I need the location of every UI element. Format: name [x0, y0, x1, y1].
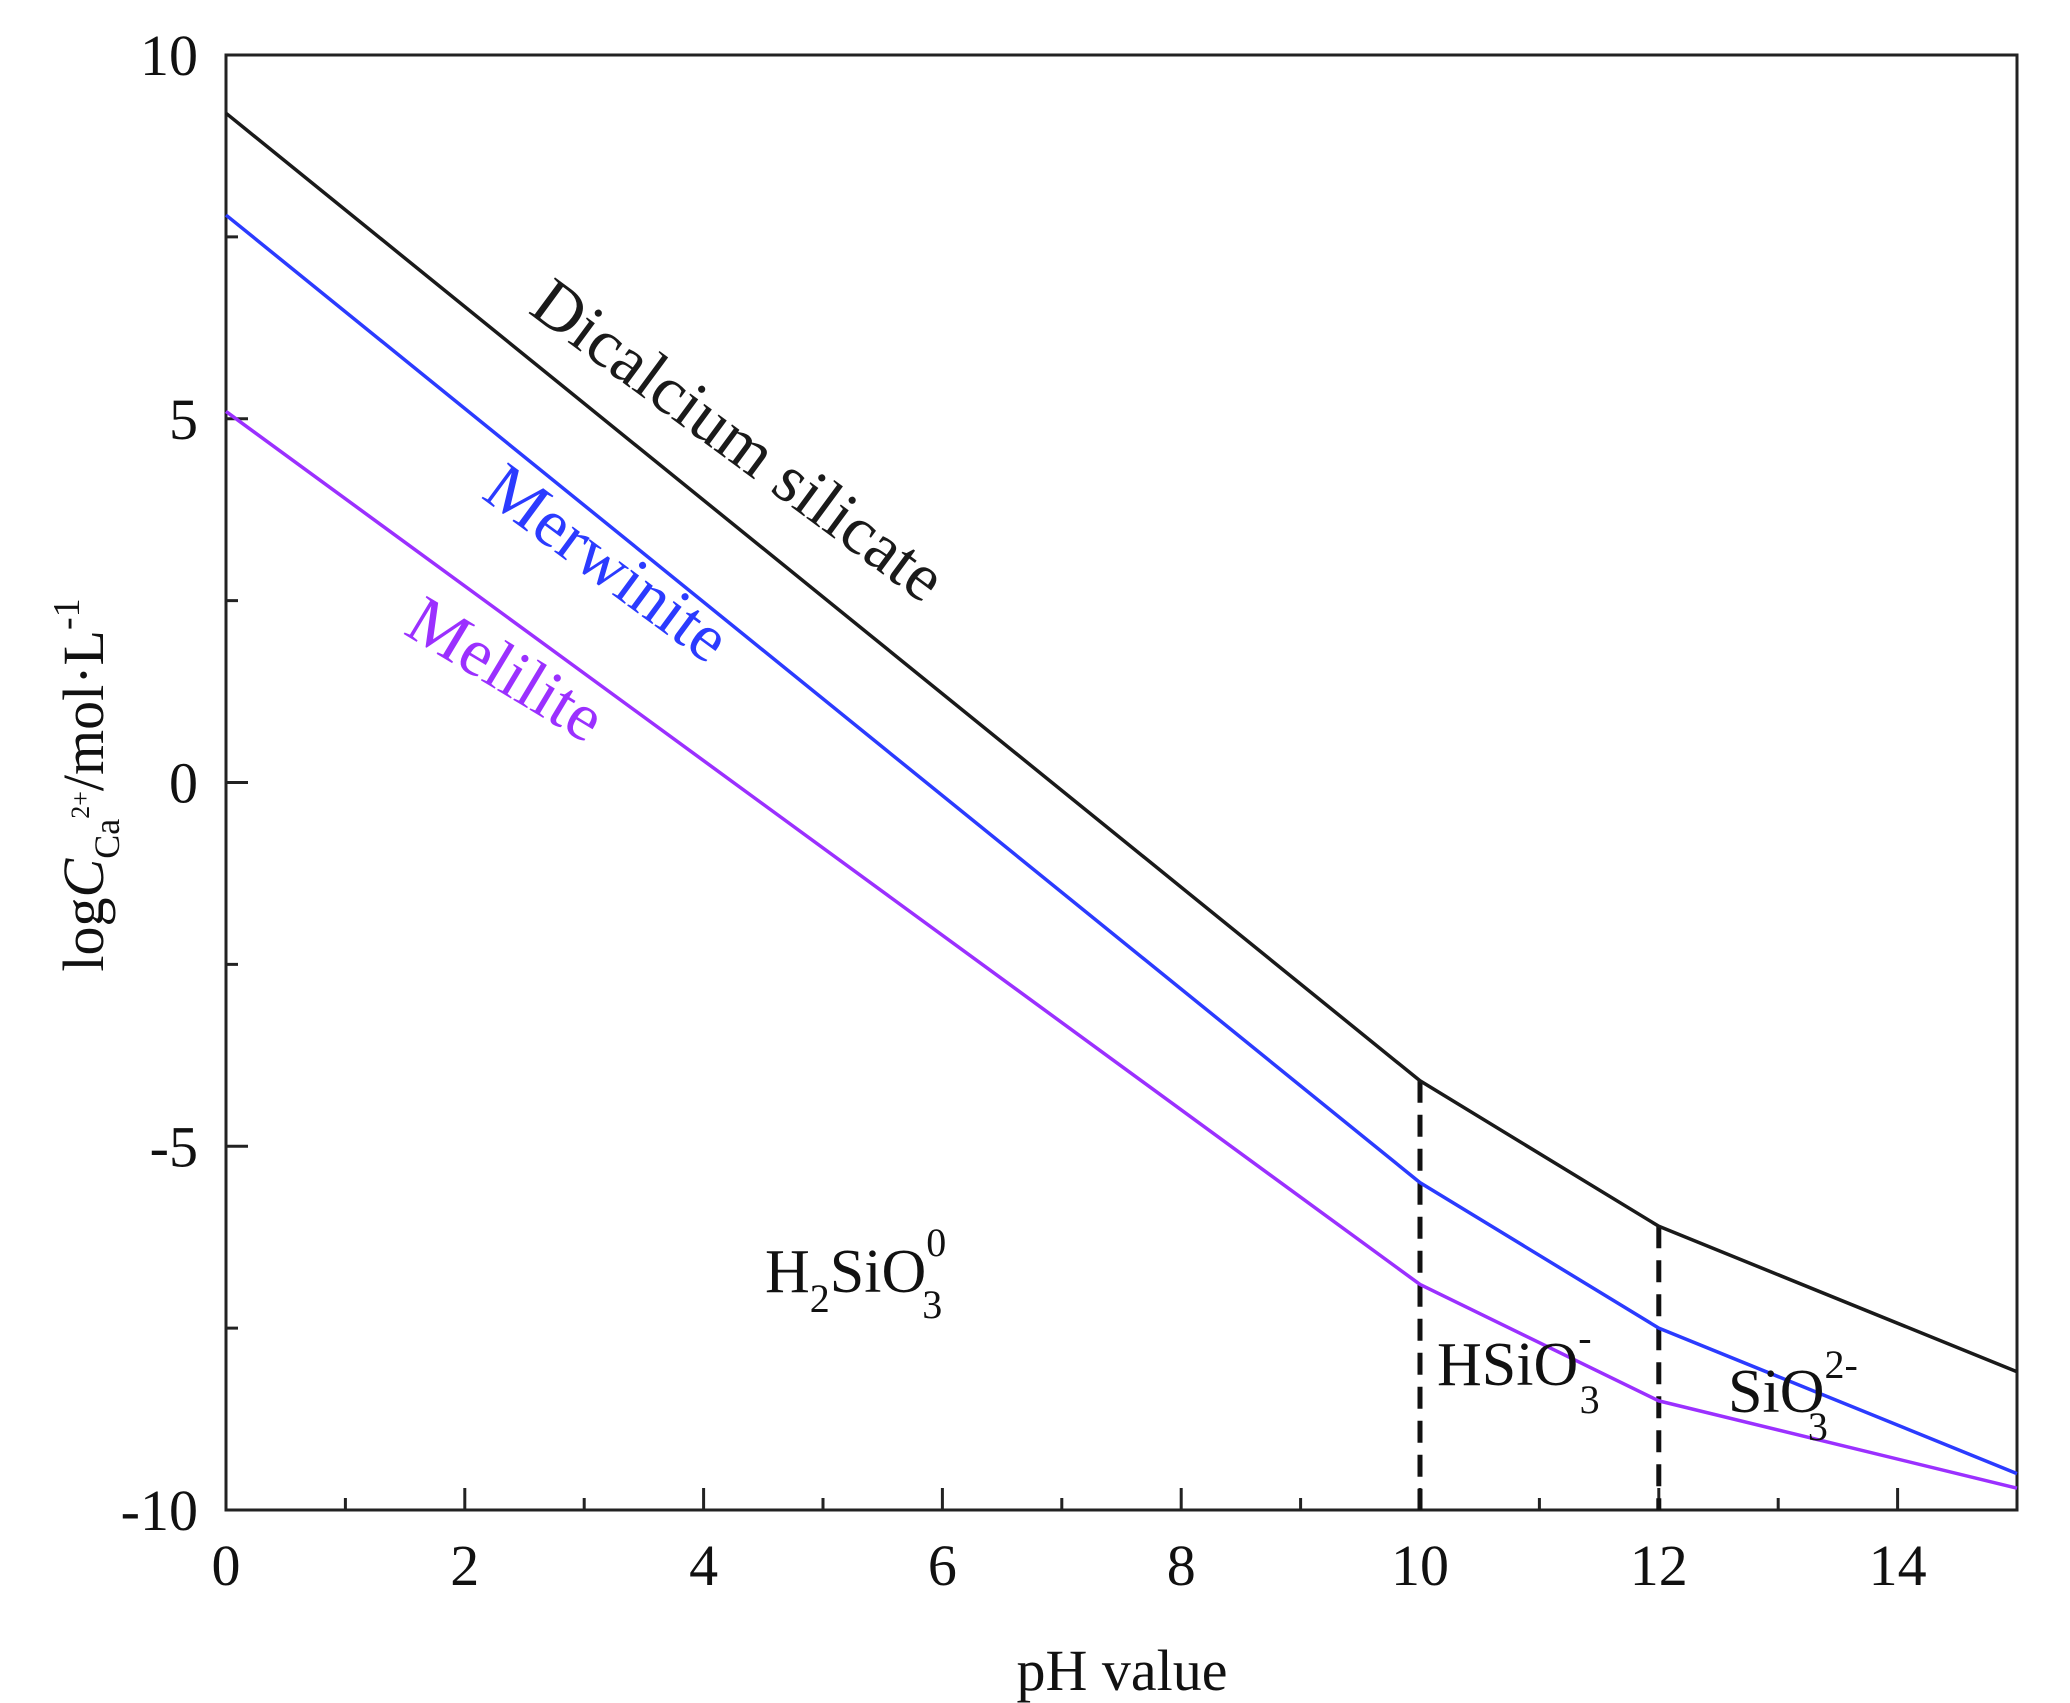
series-line-melilite — [224, 410, 2018, 1490]
species-h2sio3: H2SiO0 3 — [765, 1220, 946, 1327]
y-tick-label: 5 — [169, 387, 198, 452]
x-tick-label: 14 — [1869, 1533, 1927, 1598]
x-axis-title: pH value — [1017, 1638, 1228, 1703]
y-tick-label: 10 — [140, 23, 198, 88]
phase-boundaries — [1417, 1080, 1662, 1510]
series-line-dicalcium-silicate — [224, 111, 2018, 1374]
y-tick-labels: 10 5 0 -5 -10 — [121, 23, 198, 1543]
tick-marks — [224, 53, 2019, 1512]
y-tick-label: -5 — [150, 1114, 198, 1179]
x-tick-label: 8 — [1167, 1533, 1196, 1598]
series-lines — [224, 111, 2018, 1490]
species-hsio3: HSiO-3 — [1437, 1315, 1600, 1422]
y-tick-label: -10 — [121, 1478, 198, 1543]
x-tick-label: 2 — [450, 1533, 479, 1598]
x-tick-label: 6 — [928, 1533, 957, 1598]
x-tick-label: 10 — [1391, 1533, 1449, 1598]
x-tick-label: 12 — [1630, 1533, 1688, 1598]
y-tick-label: 0 — [169, 751, 198, 816]
species-sio3: SiO2-3 — [1728, 1342, 1858, 1449]
x-tick-label: 0 — [212, 1533, 241, 1598]
series-line-merwinite — [224, 213, 2018, 1476]
label-melilite: Melilite — [394, 581, 618, 757]
x-tick-label: 4 — [689, 1533, 718, 1598]
plot-frame — [224, 53, 2019, 1512]
x-tick-labels: 0 2 4 6 8 10 12 14 — [212, 1533, 1927, 1598]
y-axis-title: logCCa2+/mol·L-1 — [46, 598, 127, 971]
